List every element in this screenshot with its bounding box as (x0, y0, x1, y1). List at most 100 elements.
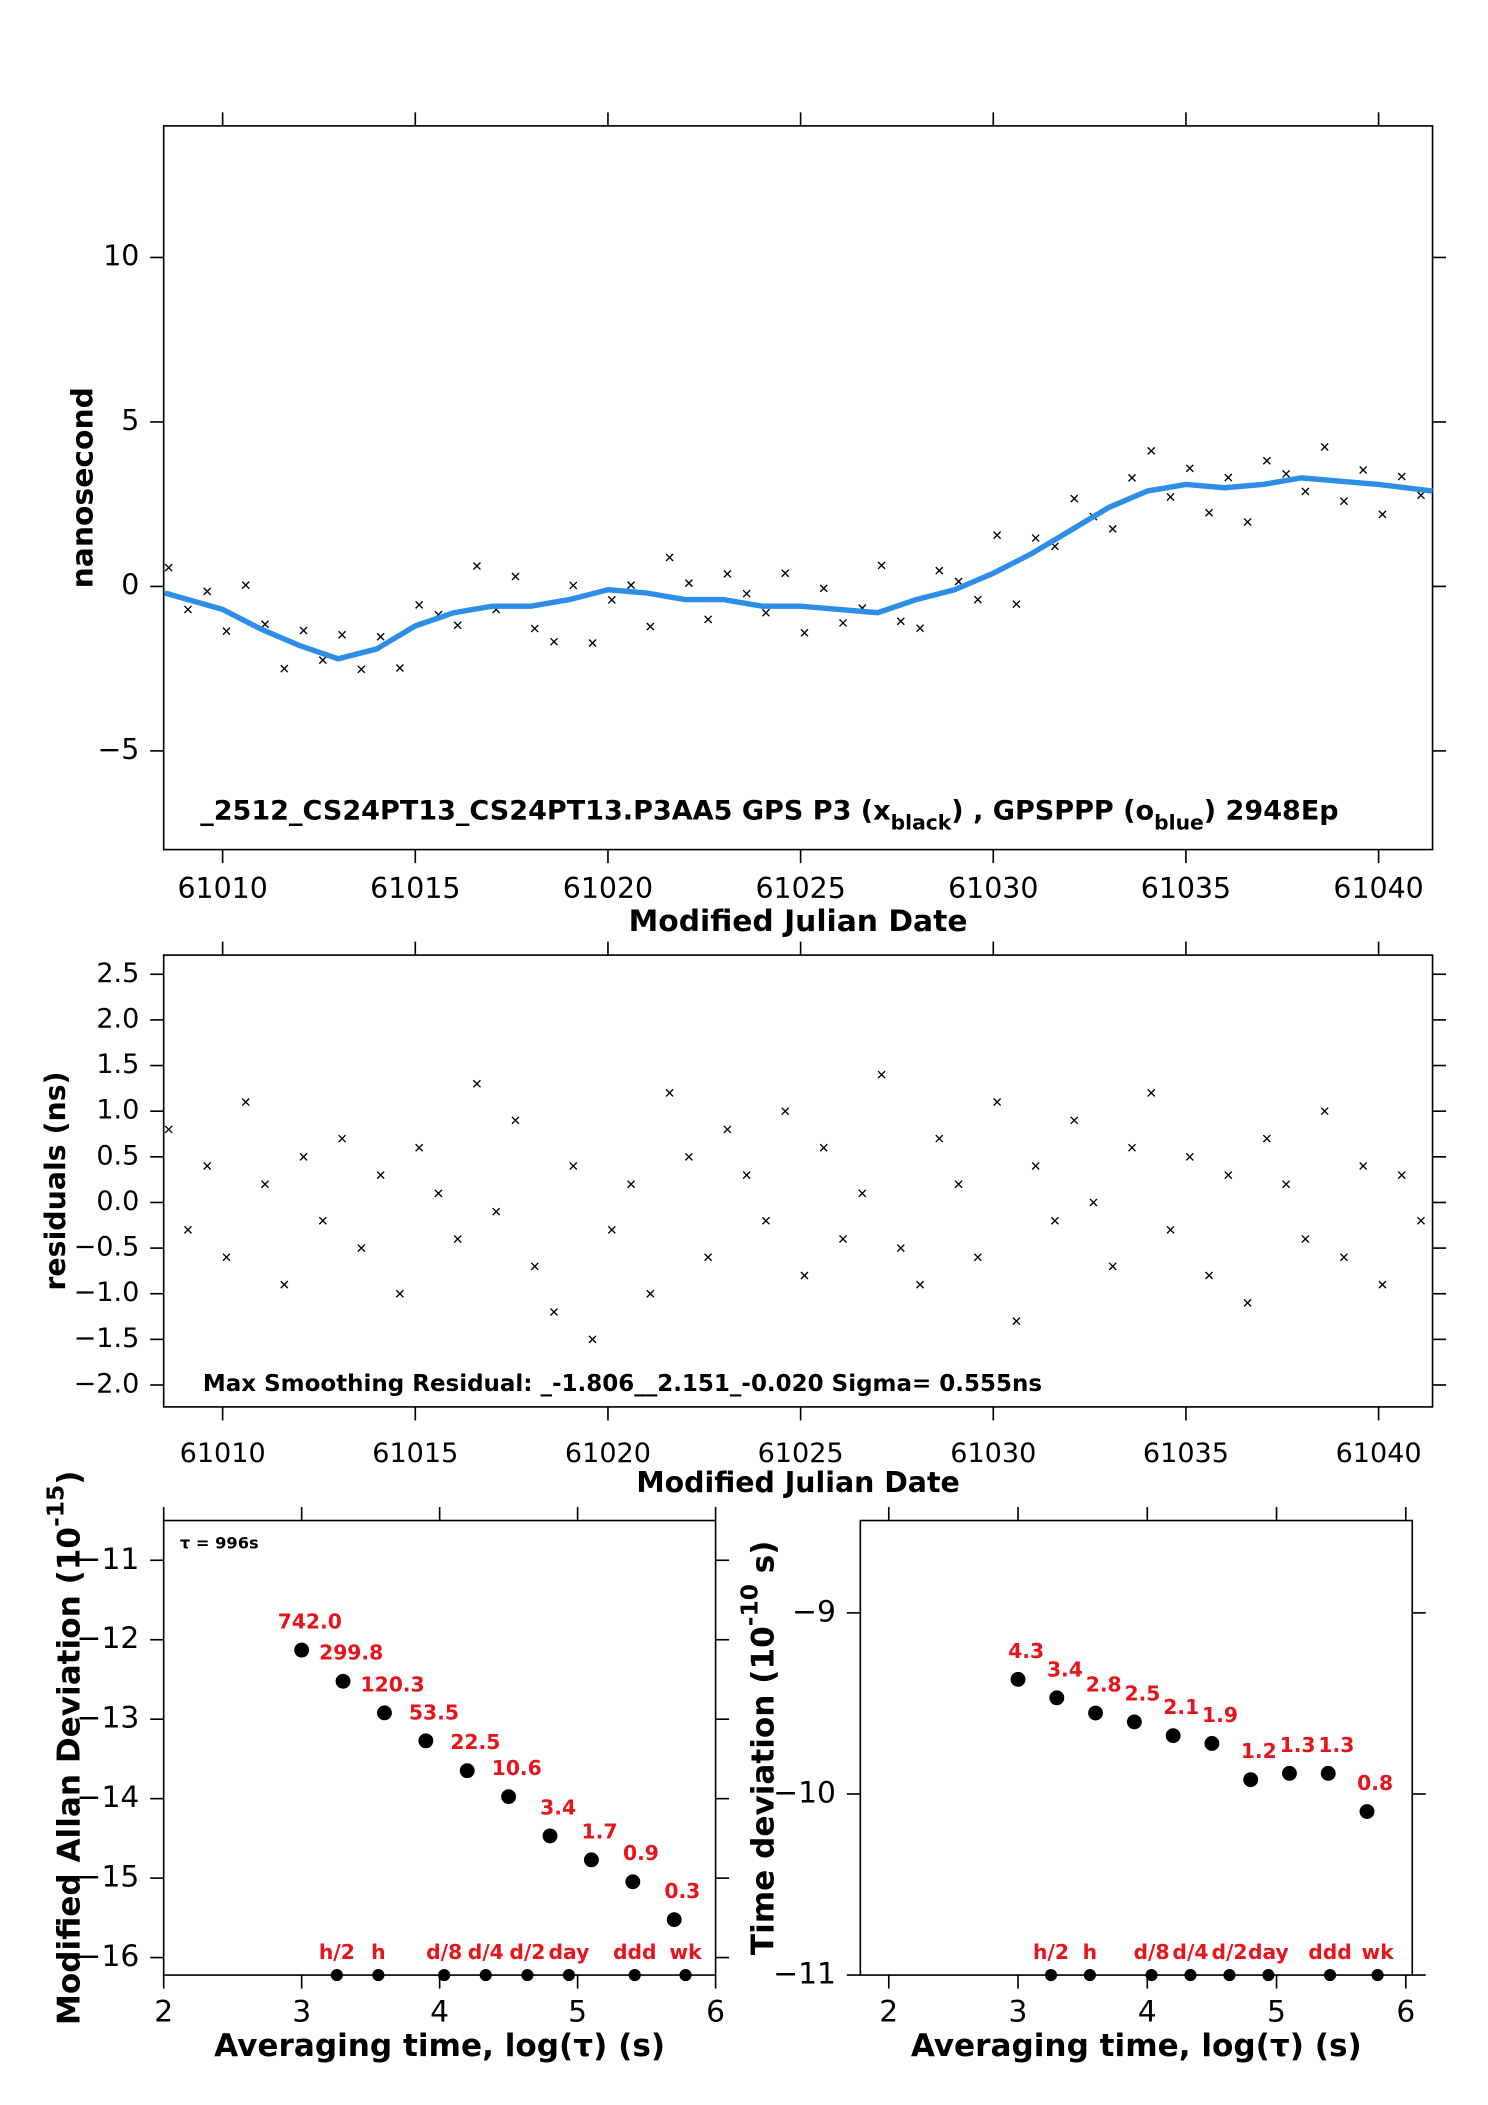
data-point (665, 553, 674, 562)
interval-label: day (549, 1940, 590, 1964)
y-axis-label-part: Time deviation (10 (745, 1626, 781, 1955)
data-point (1320, 1765, 1336, 1781)
interval-label: h (1083, 1940, 1097, 1964)
value-label: 1.3 (1280, 1733, 1316, 1757)
data-point (241, 1098, 250, 1107)
annotation: _2512_CS24PT13_CS24PT13.P3AA5 GPS P3 (xb… (200, 795, 1338, 834)
data-point (1378, 1280, 1387, 1289)
data-point (761, 1216, 770, 1225)
y-tick-label: −9 (792, 1594, 836, 1629)
data-point (723, 569, 732, 578)
data-point (1224, 473, 1233, 482)
data-point (530, 1262, 539, 1271)
data-point (1282, 469, 1291, 478)
x-tick-label: 61010 (177, 872, 267, 905)
data-point (472, 1079, 481, 1088)
interval-marker (479, 1968, 492, 1982)
data-point (1089, 1198, 1098, 1207)
value-label: 53.5 (409, 1700, 459, 1724)
data-point (335, 1673, 351, 1689)
data-point (588, 1335, 597, 1344)
data-point (588, 639, 597, 648)
data-point (294, 1642, 310, 1658)
x-tick-label: 6 (706, 1994, 725, 2029)
data-point (607, 595, 616, 604)
y-tick-label: 1.0 (96, 1095, 139, 1126)
annotation-part: Max Smoothing Residual: _-1.806__2.151_-… (203, 1370, 1042, 1396)
data-point (607, 1225, 616, 1234)
value-label: 2.8 (1086, 1672, 1122, 1696)
y-tick-label: −1.0 (74, 1277, 140, 1308)
data-point (742, 1171, 751, 1180)
data-point (459, 1763, 475, 1779)
data-point (1127, 473, 1136, 482)
data-point (1031, 1161, 1040, 1170)
value-label: 1.9 (1202, 1703, 1238, 1727)
plot-frame (162, 954, 1434, 1408)
y-tick-label: −10 (773, 1775, 836, 1810)
x-tick-label: 61015 (370, 872, 460, 905)
y-tick-label: −2.0 (74, 1369, 140, 1400)
data-point (781, 569, 790, 578)
interval-label: ddd (1308, 1940, 1352, 1964)
interval-label: ddd (613, 1940, 657, 1964)
x-axis-label: Modified Julian Date (629, 904, 968, 939)
y-tick-label: −1.5 (74, 1323, 140, 1354)
y-tick-label: −12 (77, 1621, 140, 1656)
data-point (1224, 1171, 1233, 1180)
data-point (280, 664, 289, 673)
data-point (511, 1116, 520, 1125)
interval-marker (1262, 1968, 1275, 1982)
data-point (492, 1207, 501, 1216)
data-point (781, 1107, 790, 1116)
data-point (935, 1134, 944, 1143)
data-point (357, 665, 366, 674)
data-point (858, 1189, 867, 1198)
y-axis-label-part: Modified Allan Deviation (10 (51, 1527, 87, 2025)
data-point (376, 632, 385, 641)
x-tick-label: 3 (292, 1994, 311, 2029)
data-point (761, 608, 770, 617)
data-point (1205, 1271, 1214, 1280)
annotation-part: ) , GPSPPP (o (951, 795, 1154, 826)
value-label: 4.3 (1008, 1639, 1044, 1663)
value-label: 0.3 (664, 1879, 700, 1903)
data-point (627, 1180, 636, 1189)
y-axis-label: Time deviation (10-10 s) (735, 1540, 782, 1955)
data-point (896, 617, 905, 626)
smoothing-line (164, 475, 1433, 662)
data-point (434, 1189, 443, 1198)
value-label: 1.2 (1241, 1739, 1277, 1763)
data-point (542, 1828, 558, 1844)
interval-marker (1371, 1968, 1384, 1982)
x-tick-label: 61040 (1336, 1438, 1422, 1469)
y-tick-label: 2.0 (96, 1003, 139, 1034)
data-point (511, 572, 520, 581)
data-point (1049, 1690, 1065, 1706)
data-point (1416, 1216, 1425, 1225)
interval-marker (330, 1968, 343, 1982)
interval-marker (562, 1968, 576, 1982)
annotation-part: _2512_CS24PT13_CS24PT13.P3AA5 GPS P3 (x (200, 795, 891, 826)
x-tick-label: 61035 (1141, 872, 1231, 905)
plot-frame (162, 125, 1434, 851)
data-point (819, 584, 828, 593)
data-point (222, 627, 231, 636)
data-point (1185, 464, 1194, 473)
value-label: 0.9 (623, 1841, 659, 1865)
x-tick-label: 61025 (755, 872, 845, 905)
value-label: 0.8 (1357, 1771, 1393, 1795)
y-axis-label: residuals (ns) (39, 1071, 72, 1290)
data-point (1262, 1134, 1271, 1143)
y-tick-label: −11 (773, 1957, 836, 1992)
x-tick-label: 61035 (1143, 1438, 1229, 1469)
data-point (338, 1134, 347, 1143)
data-point (993, 531, 1002, 540)
value-label: 3.4 (1047, 1657, 1083, 1681)
data-point (1108, 1262, 1117, 1271)
data-point (261, 1180, 270, 1189)
data-point (299, 626, 308, 635)
y-axis-label-part: s) (745, 1540, 781, 1584)
annotation: τ = 996s (180, 1533, 259, 1552)
